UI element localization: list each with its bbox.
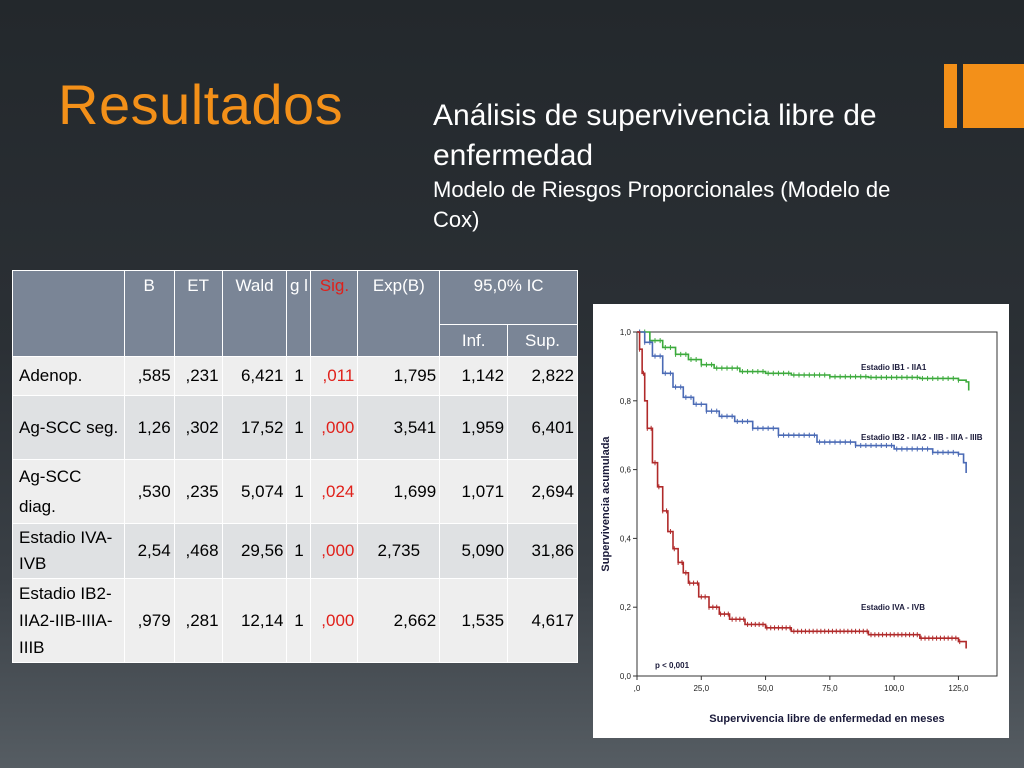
series-label-3: Estadio IVA - IVB bbox=[861, 603, 925, 612]
table-row: Ag-SCC diag. ,530 ,235 5,074 1 ,024 1,69… bbox=[12, 459, 578, 524]
cell-inf: 1,535 bbox=[439, 578, 509, 663]
cell-et: ,231 bbox=[173, 356, 223, 396]
x-tick-label: 50,0 bbox=[758, 684, 774, 693]
y-tick-label: 0,0 bbox=[620, 672, 632, 681]
x-tick-label: ,0 bbox=[634, 684, 641, 693]
cell-sig: ,000 bbox=[310, 395, 359, 460]
series-label-2: Estadio IB2 - IIA2 - IIB - IIIA - IIIB bbox=[861, 433, 983, 442]
header-ci: 95,0% IC bbox=[439, 270, 578, 325]
y-tick-label: 1,0 bbox=[620, 328, 632, 337]
row-label: Ag-SCC seg. bbox=[12, 395, 125, 460]
row-label: Ag-SCC diag. bbox=[12, 459, 125, 524]
cell-wald: 12,14 bbox=[221, 578, 288, 663]
header-et: ET bbox=[173, 270, 223, 357]
decorative-bar-wide bbox=[963, 64, 1024, 128]
y-tick-label: 0,2 bbox=[620, 603, 632, 612]
cell-expb: 3,541 bbox=[357, 395, 441, 460]
p-value-annotation: p < 0,001 bbox=[655, 661, 690, 670]
cell-inf: 1,959 bbox=[439, 395, 509, 460]
cell-wald: 17,52 bbox=[221, 395, 288, 460]
cell-wald: 6,421 bbox=[221, 356, 288, 396]
x-tick-label: 100,0 bbox=[884, 684, 905, 693]
cell-wald: 5,074 bbox=[221, 459, 288, 524]
y-tick-label: 0,8 bbox=[620, 397, 632, 406]
cell-b: ,530 bbox=[123, 459, 175, 524]
slide-subtitle-model: Modelo de Riesgos Proporcionales (Modelo… bbox=[433, 177, 891, 232]
cell-b: 2,54 bbox=[123, 523, 175, 579]
header-b: B bbox=[123, 270, 175, 357]
x-tick-label: 125,0 bbox=[948, 684, 969, 693]
cell-gl: 1 bbox=[286, 459, 312, 524]
cell-sig: ,011 bbox=[310, 356, 359, 396]
row-label: Estadio IVA-IVB bbox=[12, 523, 125, 579]
row-label: Estadio IB2-IIA2-IIB-IIIA-IIIB bbox=[12, 578, 125, 663]
series-label-1: Estadio IB1 - IIA1 bbox=[861, 363, 927, 372]
header-gl-text: g l bbox=[289, 276, 308, 295]
header-ci-sup: Sup. bbox=[507, 324, 578, 357]
cell-b: 1,26 bbox=[123, 395, 175, 460]
decorative-bar-narrow bbox=[944, 64, 957, 128]
cell-gl: 1 bbox=[286, 356, 312, 396]
header-expb: Exp(B) bbox=[357, 270, 441, 357]
header-empty bbox=[12, 270, 125, 357]
cell-et: ,302 bbox=[173, 395, 223, 460]
cell-sup: 6,401 bbox=[507, 395, 578, 460]
y-axis-label: Supervivencia acumulada bbox=[600, 436, 612, 572]
cell-gl: 1 bbox=[286, 395, 312, 460]
cell-sig: ,000 bbox=[310, 578, 359, 663]
slide-title: Resultados bbox=[58, 73, 344, 136]
cell-sig: ,000 bbox=[310, 523, 359, 579]
table-row: Estadio IVA-IVB 2,54 ,468 29,56 1 ,000 2… bbox=[12, 523, 578, 579]
cell-expb: 1,795 bbox=[357, 356, 441, 396]
cell-expb: 2,662 bbox=[357, 578, 441, 663]
cell-sup: 2,694 bbox=[507, 459, 578, 524]
x-tick-label: 25,0 bbox=[693, 684, 709, 693]
cell-sup: 2,822 bbox=[507, 356, 578, 396]
y-tick-label: 0,6 bbox=[620, 466, 632, 475]
cell-wald: 29,56 bbox=[221, 523, 288, 579]
cell-expb: 2,735 bbox=[357, 523, 441, 579]
header-ci-inf: Inf. bbox=[439, 324, 509, 357]
x-axis-label: Supervivencia libre de enfermedad en mes… bbox=[709, 713, 944, 725]
cell-et: ,468 bbox=[173, 523, 223, 579]
cell-gl: 1 bbox=[286, 578, 312, 663]
survival-chart-svg: 0,0 0,2 0,4 0,6 0,8 1,0 ,0 25,0 50,0 75,0 100,0 125… bbox=[600, 328, 998, 725]
cell-sig: ,024 bbox=[310, 459, 359, 524]
cox-regression-table: B ET Wald g l Sig. Exp(B) 95,0% IC Inf. … bbox=[12, 270, 578, 663]
header-gl: g l bbox=[286, 270, 312, 357]
cell-sup: 31,86 bbox=[507, 523, 578, 579]
table-row: Adenop. ,585 ,231 6,421 1 ,011 1,795 1,1… bbox=[12, 356, 578, 396]
series-line-1 bbox=[637, 331, 970, 391]
cell-inf: 1,071 bbox=[439, 459, 509, 524]
header-sig: Sig. bbox=[310, 270, 359, 357]
cell-et: ,235 bbox=[173, 459, 223, 524]
cell-et: ,281 bbox=[173, 578, 223, 663]
survival-chart: 0,0 0,2 0,4 0,6 0,8 1,0 ,0 25,0 50,0 75,0 100,0 125… bbox=[593, 304, 1009, 738]
series-line-3 bbox=[637, 331, 967, 649]
slide-subtitle: Análisis de supervivencia libre de enfer… bbox=[433, 99, 877, 172]
cell-sup: 4,617 bbox=[507, 578, 578, 663]
cell-b: ,979 bbox=[123, 578, 175, 663]
table-row: Ag-SCC seg. 1,26 ,302 17,52 1 ,000 3,541… bbox=[12, 395, 578, 460]
cell-inf: 5,090 bbox=[439, 523, 509, 579]
cell-inf: 1,142 bbox=[439, 356, 509, 396]
cell-expb: 1,699 bbox=[357, 459, 441, 524]
y-tick-label: 0,4 bbox=[620, 534, 632, 543]
table-row: Estadio IB2-IIA2-IIB-IIIA-IIIB ,979 ,281… bbox=[12, 578, 578, 663]
header-wald: Wald bbox=[221, 270, 288, 357]
cell-b: ,585 bbox=[123, 356, 175, 396]
series-line-2 bbox=[637, 331, 967, 474]
plot-frame bbox=[636, 331, 998, 677]
cell-gl: 1 bbox=[286, 523, 312, 579]
x-tick-label: 75,0 bbox=[822, 684, 838, 693]
row-label: Adenop. bbox=[12, 356, 125, 396]
